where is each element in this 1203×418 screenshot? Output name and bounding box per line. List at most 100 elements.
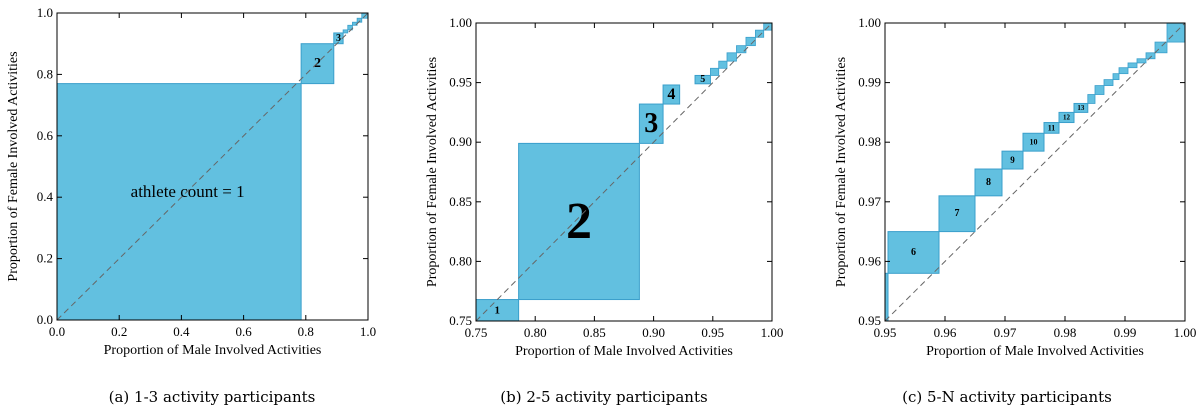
y-axis-label: Proportion of Female Involved Activities xyxy=(425,57,440,287)
y-tick-label: 0.75 xyxy=(449,313,472,328)
x-tick-label: 0.2 xyxy=(111,324,127,339)
count-box xyxy=(638,103,664,144)
count-box xyxy=(56,83,302,321)
count-box xyxy=(1058,111,1075,124)
y-axis-label: Proportion of Female Involved Activities xyxy=(6,51,21,281)
box-label: 3 xyxy=(336,33,341,44)
count-box xyxy=(694,74,711,85)
x-tick-label: 1.00 xyxy=(1174,325,1197,340)
tail-box xyxy=(347,24,353,31)
count-box xyxy=(1043,122,1060,134)
panel-caption: (b) 2-5 activity participants xyxy=(500,388,707,406)
tail-box xyxy=(1112,73,1120,81)
box-label: 9 xyxy=(1010,155,1015,165)
x-axis-label: Proportion of Male Involved Activities xyxy=(926,344,1144,359)
box-label: 2 xyxy=(314,56,321,71)
x-axis-label: Proportion of Male Involved Activities xyxy=(515,344,733,359)
count-box xyxy=(300,43,335,85)
y-tick-label: 1.00 xyxy=(449,15,472,30)
x-tick-label: 1.00 xyxy=(761,325,784,340)
count-box xyxy=(887,231,940,274)
tail-box xyxy=(1087,94,1096,104)
box-label: 10 xyxy=(1030,138,1038,147)
y-tick-label: 0.4 xyxy=(37,189,54,204)
chart-panel-3: 6 7 8 9 10 11 12 13 0.95 0.96 0.97 0.98 0.99 1.00 0.95… xyxy=(834,15,1196,406)
x-tick-label: 0.90 xyxy=(642,325,665,340)
y-tick-label: 0.90 xyxy=(449,134,472,149)
box-label: 11 xyxy=(1048,123,1056,132)
y-tick-label: 0.85 xyxy=(449,194,472,209)
box-label: 6 xyxy=(911,247,916,258)
y-tick-label: 0.97 xyxy=(858,194,881,209)
tail-box xyxy=(1103,79,1114,86)
x-tick-label: 0.6 xyxy=(235,324,252,339)
plot-frame xyxy=(56,12,369,321)
box-label: 4 xyxy=(667,86,675,103)
count-box xyxy=(938,195,976,233)
box-label: 8 xyxy=(986,177,991,188)
count-box xyxy=(1022,132,1045,152)
count-box xyxy=(518,142,640,301)
chart-panel-1: 2 3 0.0 0.2 0.4 0.6 0.8 1.0 0.0 0.2 0.4 0.6 0.8 1.0 Pr… xyxy=(6,5,376,406)
box-label: 12 xyxy=(1063,113,1071,121)
tail-box xyxy=(342,29,349,34)
x-tick-label: 0.99 xyxy=(1114,325,1137,340)
y-tick-label: 0.8 xyxy=(37,66,53,81)
y-tick-label: 0.0 xyxy=(37,312,53,327)
box-label: 1 xyxy=(495,304,501,316)
x-tick-label: 0.95 xyxy=(874,325,897,340)
x-tick-label: 0.98 xyxy=(1054,325,1077,340)
diagonal-line xyxy=(475,22,773,322)
tail-box xyxy=(356,17,363,23)
tail-box xyxy=(1127,62,1138,69)
x-tick-label: 0.95 xyxy=(701,325,724,340)
x-tick-label: 0.80 xyxy=(524,325,547,340)
y-tick-label: 0.2 xyxy=(37,251,53,266)
tail-box xyxy=(1145,52,1156,60)
tail-box xyxy=(1166,22,1186,43)
tail-box xyxy=(1136,58,1147,64)
x-tick-label: 1.0 xyxy=(360,324,376,339)
box-label: 13 xyxy=(1077,104,1085,112)
athlete-count-annotation: athlete count = 1 xyxy=(131,182,245,201)
tail-box xyxy=(1118,67,1129,75)
x-tick-label: 0.96 xyxy=(934,325,957,340)
box-label: 2 xyxy=(566,193,592,250)
box-label: 5 xyxy=(700,74,705,85)
box-label: 7 xyxy=(955,208,960,219)
count-box xyxy=(1073,102,1089,113)
count-box xyxy=(1001,150,1024,170)
x-tick-label: 0.75 xyxy=(465,325,488,340)
y-tick-label: 0.95 xyxy=(449,75,472,90)
count-box xyxy=(974,168,1003,197)
box-label: 3 xyxy=(644,108,658,139)
x-axis-label: Proportion of Male Involved Activities xyxy=(104,343,322,358)
tail-box xyxy=(1154,41,1168,54)
y-tick-label: 0.99 xyxy=(858,75,881,90)
x-tick-label: 0.85 xyxy=(583,325,606,340)
diagonal-line xyxy=(56,12,369,321)
chart-panel-2: 1 2 34 5 0.75 0.80 0.85 0.90 0.95 1.00 0.75 0.80 0.8… xyxy=(425,15,783,406)
y-tick-label: 1.0 xyxy=(37,5,53,20)
tail-box xyxy=(718,60,728,69)
y-tick-label: 1.00 xyxy=(858,15,881,30)
y-axis-label: Proportion of Female Involved Activities xyxy=(834,57,849,287)
plot-frame xyxy=(475,22,773,322)
count-box xyxy=(662,84,681,105)
y-tick-label: 0.95 xyxy=(858,313,881,328)
x-tick-label: 0.4 xyxy=(173,324,190,339)
x-tick-label: 0.97 xyxy=(994,325,1017,340)
panel-caption: (a) 1-3 activity participants xyxy=(109,388,316,406)
y-tick-label: 0.80 xyxy=(449,253,472,268)
count-box xyxy=(333,32,344,45)
tail-box xyxy=(755,29,765,38)
tail-box xyxy=(1094,85,1105,95)
tail-box xyxy=(726,52,737,62)
tail-box xyxy=(736,45,747,54)
y-tick-label: 0.96 xyxy=(858,253,881,268)
diagonal-line xyxy=(884,22,1186,322)
tail-box xyxy=(745,36,756,47)
y-tick-label: 0.6 xyxy=(37,128,54,143)
plot-frame xyxy=(884,22,1186,322)
